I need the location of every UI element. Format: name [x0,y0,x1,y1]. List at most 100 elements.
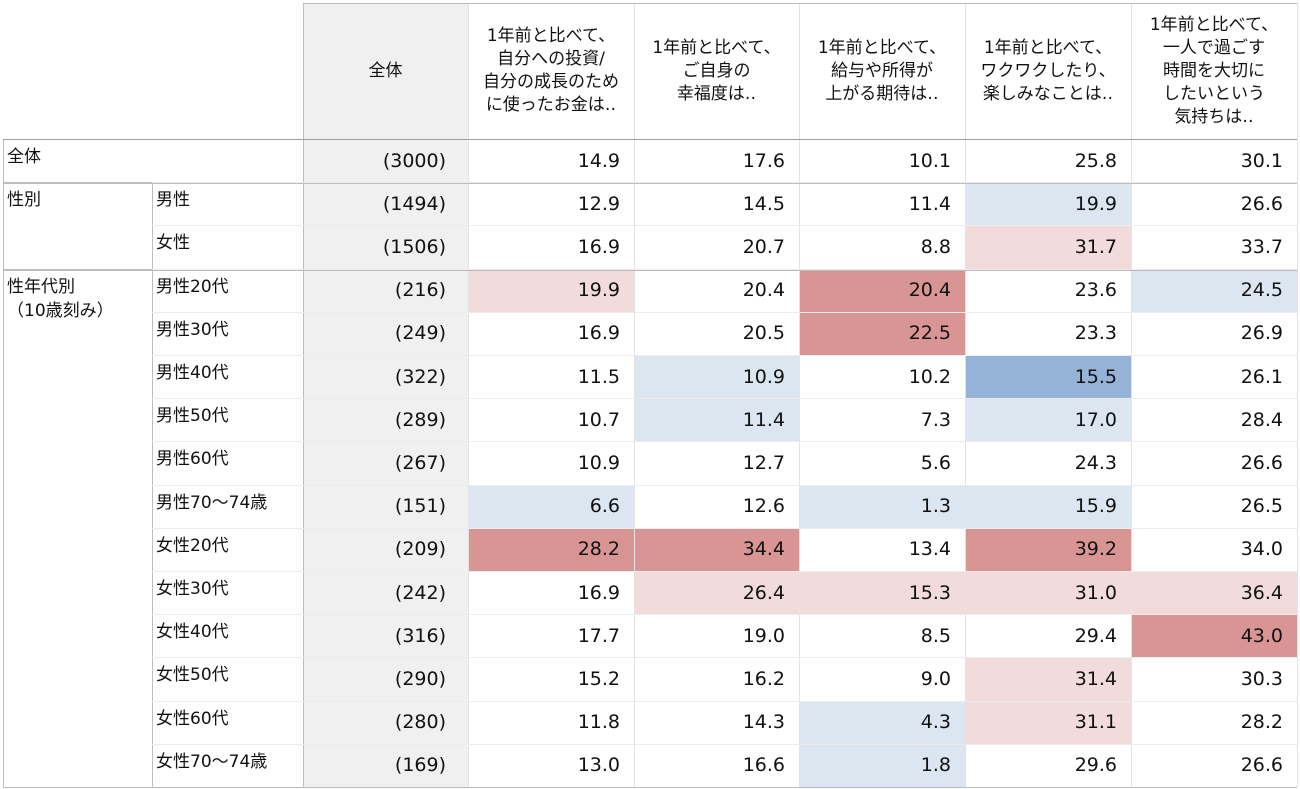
value-cell: 10.7 [577,408,620,431]
grid-line [152,614,1297,616]
grid-line [152,311,1297,313]
value-cell: 26.6 [1240,192,1283,215]
value-cell: 5.6 [920,451,951,474]
row-label: 女性 [156,233,190,254]
value-cell: 23.3 [1074,322,1117,345]
value-cell: 43.0 [1131,614,1297,658]
value-cell: 16.2 [742,667,785,690]
value-cell: 10.9 [634,355,799,399]
value-cell: 26.5 [1240,495,1283,518]
value-cell: 22.5 [799,311,965,355]
group-label: 性年代別 （10歳刻み） [7,276,114,321]
row-label: 男性 [156,190,190,211]
value-cell: 17.7 [577,624,620,647]
value-cell: 13.0 [577,754,620,777]
value-cell: 1.3 [799,484,965,528]
sample-size: (280) [303,700,468,744]
value-cell: 20.5 [742,322,785,345]
value-cell: 16.9 [577,235,620,258]
grid-line [799,3,800,787]
value-cell: 7.3 [920,408,951,431]
sample-size: (267) [303,441,468,485]
grid-line [1297,3,1298,787]
value-cell: 1.8 [799,743,965,787]
grid-line [152,441,1297,443]
row-label: 女性40代 [156,622,229,643]
value-cell: 10.1 [908,149,951,172]
column-header: 1年前と比べて、 ワクワクしたり、 楽しみなことは‥ [980,37,1116,104]
value-cell: 12.7 [742,451,785,474]
row-label: 男性30代 [156,319,229,340]
grid-line [152,182,153,787]
value-cell: 12.9 [577,192,620,215]
sample-size: (316) [303,614,468,658]
value-cell: 31.4 [965,657,1131,701]
grid-line [152,355,1297,356]
value-cell: 28.2 [468,527,634,571]
value-cell: 4.3 [799,700,965,744]
row-label: 女性70～74歳 [156,751,268,772]
value-cell: 10.9 [577,451,620,474]
column-header: 1年前と比べて、 ご自身の 幸福度は‥ [652,37,781,104]
grid-line [152,700,1297,702]
value-cell: 33.7 [1240,235,1283,258]
value-cell: 19.0 [742,624,785,647]
grid-line [3,268,1297,271]
column-header: 1年前と比べて、 自分への投資/ 自分の成長のため に使ったお金は‥ [483,26,619,115]
grid-line [1131,3,1132,787]
grid-line [152,225,1297,227]
value-cell: 16.9 [577,581,620,604]
grid-line [303,3,304,787]
row-label: 男性70～74歳 [156,492,268,513]
grid-line [152,398,1297,400]
value-cell: 31.0 [965,571,1131,615]
value-cell: 31.1 [965,700,1131,744]
value-cell: 24.3 [1074,451,1117,474]
group-label: 性別 [7,190,41,211]
value-cell: 15.3 [799,571,965,615]
value-cell: 28.2 [1240,711,1283,734]
value-cell: 11.5 [577,365,620,388]
value-cell: 36.4 [1131,571,1297,615]
value-cell: 29.4 [1074,624,1117,647]
value-cell: 10.2 [908,365,951,388]
value-cell: 14.5 [742,192,785,215]
row-label: 女性60代 [156,708,229,729]
row-label: 女性30代 [156,579,229,599]
value-cell: 34.0 [1240,538,1283,561]
row-label: 男性40代 [156,363,229,383]
grid-line [152,527,1297,529]
grid-line [152,484,1297,486]
grid-line [152,571,1297,572]
grid-line [3,182,1297,185]
grid-line [634,3,635,787]
value-cell: 11.4 [634,398,799,442]
sample-size: (1506) [303,225,468,269]
value-cell: 31.7 [965,225,1131,269]
value-cell: 19.9 [965,182,1131,226]
value-cell: 26.1 [1240,365,1283,388]
value-cell: 14.9 [577,149,620,172]
column-header: 1年前と比べて、 一人で過ごす 時間を大切に したいという 気持ちは‥ [1149,14,1279,127]
row-label: 男性50代 [156,406,229,427]
value-cell: 15.5 [965,355,1131,399]
sample-size: (290) [303,657,468,701]
sample-size: (322) [303,355,468,399]
value-cell: 20.7 [742,235,785,258]
value-cell: 16.9 [577,322,620,345]
value-cell: 20.4 [799,268,965,312]
value-cell: 9.0 [920,667,951,690]
value-cell: 20.4 [742,279,785,302]
grid-line [965,3,966,787]
sample-size: (169) [303,743,468,787]
value-cell: 11.8 [577,711,620,734]
row-label: 男性20代 [156,276,229,297]
header-total: 全体 [303,3,468,139]
value-cell: 29.6 [1074,754,1117,777]
grid-line [152,182,1297,184]
grid-line [152,743,1297,745]
grid-line [468,3,469,787]
grid-line [303,3,1297,4]
value-cell: 6.6 [468,484,634,528]
